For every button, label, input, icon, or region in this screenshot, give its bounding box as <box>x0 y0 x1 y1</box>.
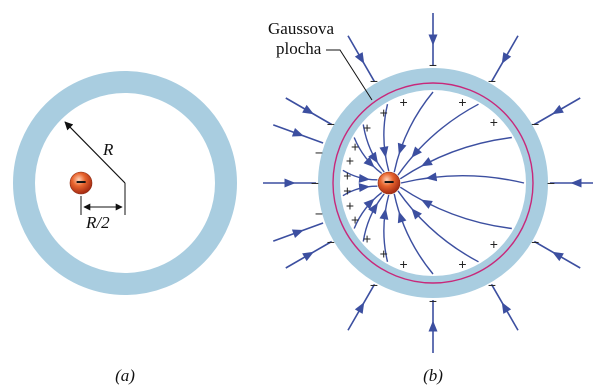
inner-field-line <box>353 191 383 229</box>
outer-field-arrow <box>302 251 314 262</box>
outer-field-arrow <box>501 52 512 64</box>
negative-induced-charge: − <box>327 116 335 132</box>
negative-induced-charge: − <box>429 57 437 73</box>
positive-induced-charge: + <box>399 94 407 110</box>
inner-field-arrow <box>379 146 389 158</box>
inner-field-line <box>399 136 512 180</box>
outer-field-arrow <box>284 178 296 188</box>
positive-induced-charge: + <box>363 120 371 136</box>
outer-field-arrow <box>302 104 314 115</box>
negative-induced-charge: − <box>370 73 378 89</box>
positive-induced-charge: + <box>351 139 359 155</box>
offset-label: R/2 <box>85 213 110 232</box>
negative-induced-charge: − <box>311 175 319 191</box>
inner-field-line <box>362 193 385 242</box>
positive-induced-charge: + <box>351 211 359 227</box>
positive-induced-charge: + <box>458 256 466 272</box>
positive-induced-charge: + <box>399 256 407 272</box>
charge-sign: − <box>76 172 87 192</box>
positive-induced-charge: + <box>458 94 466 110</box>
field-lines <box>263 13 593 353</box>
positive-induced-charge: + <box>343 182 351 198</box>
inner-field-arrow <box>397 211 407 224</box>
inner-field-arrow <box>411 208 422 220</box>
gaussian-surface-leader <box>326 49 373 101</box>
outer-field-arrow <box>291 127 304 137</box>
positive-induced-charge: + <box>490 236 498 252</box>
inner-field-arrow <box>358 183 371 193</box>
inner-field-arrow <box>368 151 378 164</box>
panel-b-caption: (b) <box>423 366 443 385</box>
inner-field-line <box>397 190 479 263</box>
inner-field-arrow <box>397 142 407 155</box>
gaussian-surface <box>332 82 534 284</box>
inner-field-arrow <box>363 198 375 210</box>
outer-field-arrow <box>552 104 564 115</box>
outer-field-arrow <box>428 320 438 332</box>
negative-induced-charge: − <box>531 116 539 132</box>
inner-field-line <box>383 194 390 262</box>
negative-induced-charge: − <box>547 175 555 191</box>
point-charge <box>69 171 93 195</box>
positive-induced-charge: + <box>363 230 371 246</box>
outer-field-arrow <box>570 178 582 188</box>
positive-induced-charge: + <box>380 105 388 121</box>
inner-field-line <box>362 124 385 173</box>
outer-field-arrow <box>354 52 365 64</box>
inner-field-arrow <box>425 172 438 182</box>
inner-field-arrow <box>379 208 389 220</box>
surface-charges: ++++++++++++++++−−−−−−−−−−−−−− <box>311 57 555 309</box>
negative-induced-charge: − <box>531 234 539 250</box>
inner-field-line <box>393 193 434 275</box>
negative-induced-charge: − <box>315 206 323 222</box>
positive-induced-charge: + <box>490 114 498 130</box>
negative-induced-charge: − <box>488 277 496 293</box>
positive-induced-charge: + <box>346 197 354 213</box>
inner-field-arrow <box>420 199 433 209</box>
inner-field-arrow <box>358 173 371 183</box>
positive-induced-charge: + <box>346 153 354 169</box>
radius-label: R <box>102 140 114 159</box>
panel-a-caption: (a) <box>115 366 135 385</box>
outer-field-arrow <box>291 229 304 239</box>
negative-induced-charge: − <box>327 234 335 250</box>
inner-field-line <box>393 91 434 173</box>
panel-b: ++++++++++++++++−−−−−−−−−−−−−− − Gaussov… <box>263 13 593 385</box>
inner-field-line <box>399 186 512 230</box>
conducting-shell <box>318 68 548 298</box>
negative-induced-charge: − <box>488 73 496 89</box>
positive-induced-charge: + <box>380 245 388 261</box>
radius-arrow <box>64 121 126 184</box>
outer-field-arrow <box>354 302 365 314</box>
inner-field-arrow <box>411 146 422 158</box>
inner-field-arrow <box>420 157 433 167</box>
inner-field-arrow <box>368 202 378 215</box>
negative-induced-charge: − <box>315 144 323 160</box>
conducting-shell <box>13 71 237 295</box>
outer-field-arrow <box>552 251 564 262</box>
inner-field-line <box>383 104 390 172</box>
inner-field-arrow <box>363 156 375 168</box>
outer-field-arrow <box>501 302 512 314</box>
negative-induced-charge: − <box>429 293 437 309</box>
gaussian-surface-label-line2: plocha <box>276 39 322 58</box>
point-charge <box>377 171 401 195</box>
inner-field-line <box>353 137 383 175</box>
inner-field-line <box>397 103 479 176</box>
positive-induced-charge: + <box>343 168 351 184</box>
inner-field-line <box>400 175 525 184</box>
panel-a: R − R/2 (a) <box>13 71 237 385</box>
gaussian-surface-label-line1: Gaussova <box>268 19 335 38</box>
outer-field-arrow <box>428 34 438 46</box>
charge-sign: − <box>384 172 395 192</box>
negative-induced-charge: − <box>370 277 378 293</box>
